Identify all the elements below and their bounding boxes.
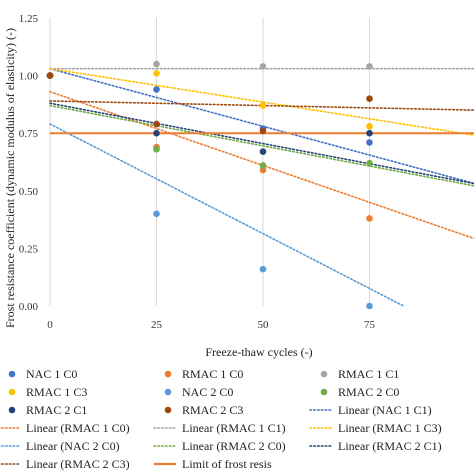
trendline-5 bbox=[49, 104, 474, 187]
point-s3-3 bbox=[366, 122, 373, 130]
legend-item-2-0-label: RMAC 2 C1 bbox=[26, 403, 87, 417]
point-s6-3 bbox=[366, 129, 373, 137]
point-s0-3 bbox=[366, 139, 373, 146]
legend-item-4-0-label: Linear (NAC 2 C0) bbox=[26, 439, 120, 453]
legend-item-0-1-label: RMAC 1 C0 bbox=[182, 367, 243, 381]
point-s2-1 bbox=[153, 60, 160, 68]
y-tick-labels: 0.00 0.25 0.50 0.75 1.00 1.25 bbox=[19, 13, 39, 313]
legend-item-4-1-label: Linear (RMAC 2 C0) bbox=[182, 439, 286, 453]
point-s3-1 bbox=[153, 69, 160, 77]
legend-item-3-2-label: Linear (RMAC 1 C3) bbox=[338, 421, 442, 435]
legend-item-2-0-marker bbox=[8, 406, 16, 414]
legend-item-2-1-marker bbox=[164, 406, 172, 414]
legend-item-0-0-marker bbox=[8, 370, 16, 378]
point-s5-1 bbox=[153, 146, 160, 153]
point-s6-2 bbox=[259, 148, 267, 155]
x-tick-0: 0 bbox=[47, 319, 53, 331]
point-s5-2 bbox=[259, 162, 267, 169]
y-tick-0.50: 0.50 bbox=[19, 186, 39, 198]
legend-item-2-1-label: RMAC 2 C3 bbox=[182, 403, 243, 417]
data-points bbox=[46, 60, 373, 310]
y-tick-0.75: 0.75 bbox=[19, 128, 39, 140]
legend-item-0-2-marker bbox=[320, 370, 328, 378]
y-axis-title: Frost resistance coefficient (dynamic mo… bbox=[3, 28, 17, 328]
point-s7-0 bbox=[46, 72, 54, 79]
y-tick-0.25: 0.25 bbox=[19, 243, 39, 255]
legend-item-5-1-label: Limit of frost resis bbox=[182, 457, 272, 471]
point-s4-3 bbox=[366, 302, 373, 310]
legend-item-5-0-label: Linear (RMAC 2 C3) bbox=[26, 457, 130, 471]
point-s3-2 bbox=[259, 102, 267, 109]
x-tick-50: 50 bbox=[258, 319, 270, 331]
legend-item-4-2-label: Linear (RMAC 2 C1) bbox=[338, 439, 442, 453]
legend-item-0-1-marker bbox=[164, 370, 172, 378]
x-axis-title: Freeze-thaw cycles (-) bbox=[205, 345, 312, 359]
x-tick-labels: 0 25 50 75 bbox=[47, 319, 375, 331]
trendline-6 bbox=[49, 102, 474, 185]
point-s7-2 bbox=[259, 127, 267, 135]
point-s4-2 bbox=[259, 265, 267, 273]
x-tick-75: 75 bbox=[364, 319, 376, 331]
legend-item-1-1-marker bbox=[164, 388, 172, 396]
legend-item-1-0-label: RMAC 1 C3 bbox=[26, 385, 87, 399]
point-s2-2 bbox=[259, 63, 267, 70]
legend-item-3-0-label: Linear (RMAC 1 C0) bbox=[26, 421, 130, 435]
y-tick-0.00: 0.00 bbox=[19, 301, 39, 313]
point-s6-1 bbox=[153, 129, 160, 137]
point-s7-1 bbox=[153, 120, 160, 128]
legend: NAC 1 C0 RMAC 1 C0 RMAC 1 C1 RMAC 1 C3 NAC 2… bbox=[0, 367, 442, 471]
point-s7-3 bbox=[366, 95, 373, 102]
point-s0-1 bbox=[153, 86, 160, 93]
legend-item-1-2-marker bbox=[320, 388, 328, 396]
point-s1-3 bbox=[366, 215, 373, 222]
legend-item-1-1-label: NAC 2 C0 bbox=[182, 385, 233, 399]
legend-item-1-2-label: RMAC 2 C0 bbox=[338, 385, 399, 399]
legend-item-0-0-label: NAC 1 C0 bbox=[26, 367, 77, 381]
legend-item-3-1-label: Linear (RMAC 1 C1) bbox=[182, 421, 286, 435]
y-tick-1.25: 1.25 bbox=[19, 13, 39, 25]
legend-item-2-2-label: Linear (NAC 1 C1) bbox=[338, 403, 432, 417]
legend-item-0-2-label: RMAC 1 C1 bbox=[338, 367, 399, 381]
point-s4-1 bbox=[153, 210, 160, 218]
trendline-3 bbox=[49, 67, 474, 137]
y-tick-1.00: 1.00 bbox=[19, 71, 39, 83]
trendline-4 bbox=[49, 123, 405, 307]
point-s2-3 bbox=[366, 63, 373, 70]
legend-item-1-0-marker bbox=[8, 388, 16, 396]
x-tick-25: 25 bbox=[151, 319, 163, 331]
point-s5-3 bbox=[366, 159, 373, 167]
point-s1-2 bbox=[259, 166, 267, 174]
